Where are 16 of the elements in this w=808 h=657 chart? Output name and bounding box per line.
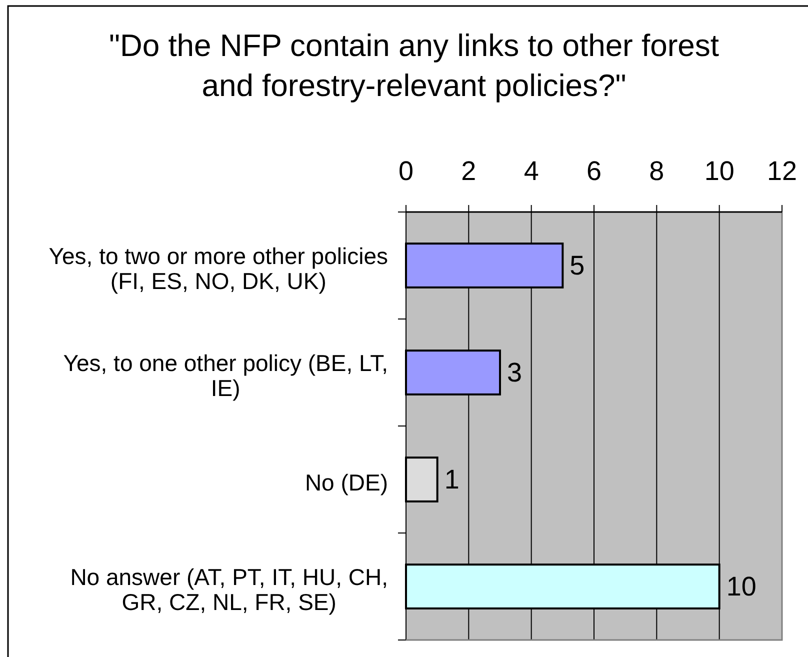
chart-title: "Do the NFP contain any links to other forest and forestry-relevant policies?" — [108, 28, 720, 103]
x-tick-label: 8 — [649, 156, 664, 186]
y-tick-label: Yes, to two or more other policies (FI, ES, NO, DK, UK) — [48, 243, 388, 294]
x-tick-label: 2 — [461, 156, 476, 186]
data-label: 10 — [726, 572, 756, 602]
y-tick-label: No answer (AT, PT, IT, HU, CH, GR, CZ, NL, FR, SE) — [70, 564, 388, 615]
x-tick-label: 12 — [766, 156, 798, 186]
x-tick-label: 6 — [586, 156, 602, 186]
x-tick-label: 10 — [704, 156, 734, 186]
y-tick-label: Yes, to one other policy (BE, LT, IE) — [63, 350, 388, 401]
data-label: 3 — [507, 358, 522, 388]
x-tick-label: 0 — [398, 156, 414, 186]
x-tick-label: 4 — [524, 156, 539, 186]
y-tick-label: No (DE) — [304, 470, 388, 496]
data-label: 5 — [570, 250, 585, 280]
data-label: 1 — [444, 464, 460, 494]
